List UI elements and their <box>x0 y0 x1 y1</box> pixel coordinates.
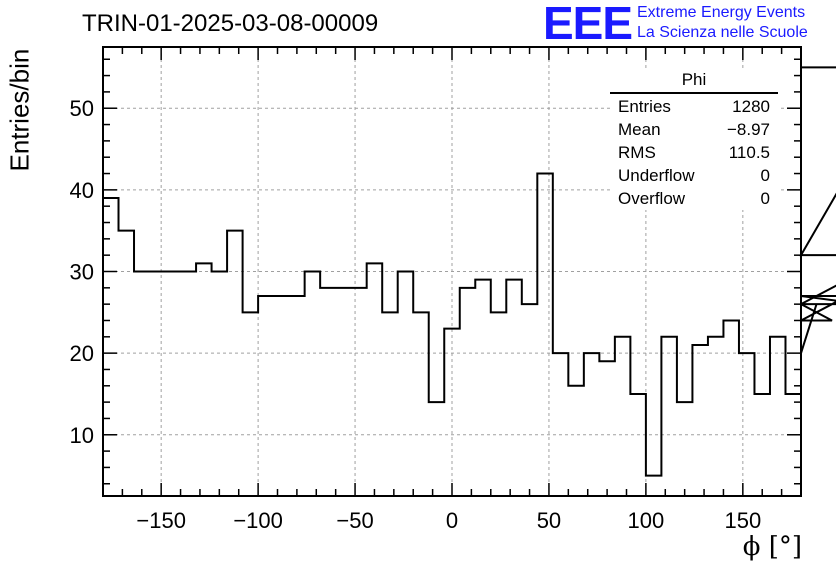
eee-logo: EEE <box>543 0 633 49</box>
stats-value: 110.5 <box>728 143 770 162</box>
stats-row-entries: Entries 1280 <box>610 95 778 118</box>
x-tick-label: 0 <box>446 508 458 533</box>
plot-frame <box>102 46 802 497</box>
histogram-title: TRIN-01-2025-03-08-00009 <box>82 10 379 37</box>
tick-labels: −150 −100 −50 0 50 100 150 10 20 30 40 50 <box>70 96 762 533</box>
x-tick-label: −50 <box>336 508 373 533</box>
stats-label: Underflow <box>618 166 695 185</box>
stats-label: Overflow <box>618 189 686 208</box>
y-tick-label: 10 <box>70 423 94 448</box>
logo-line-2: La Scienza nelle Scuole <box>637 24 808 41</box>
stats-box: Phi Entries 1280 Mean −8.97 RMS 110.5 Un… <box>610 70 778 210</box>
y-tick-label: 50 <box>70 96 94 121</box>
stats-row-rms: RMS 110.5 <box>610 141 778 164</box>
y-axis-label: Entries/bin <box>4 48 35 172</box>
x-tick-label: 150 <box>724 508 761 533</box>
stats-box-title: Phi <box>610 70 778 94</box>
x-tick-label: −150 <box>136 508 186 533</box>
logo-line-1: Extreme Energy Events <box>637 4 806 21</box>
x-tick-label: 50 <box>537 508 561 533</box>
stats-value: 0 <box>760 189 770 208</box>
histogram-series-phi <box>102 66 836 496</box>
y-tick-label: 40 <box>70 178 94 203</box>
y-tick-label: 20 <box>70 341 94 366</box>
x-tick-label: −100 <box>233 508 283 533</box>
stats-label: RMS <box>618 143 656 162</box>
stats-label: Mean <box>618 120 661 139</box>
x-tick-label: 100 <box>628 508 665 533</box>
stats-value: 1280 <box>732 97 770 116</box>
stats-value: −8.97 <box>726 120 770 139</box>
stats-row-overflow: Overflow 0 <box>610 187 778 210</box>
stats-label: Entries <box>618 97 671 116</box>
y-tick-label: 30 <box>70 260 94 285</box>
axis-ticks <box>103 47 801 496</box>
stats-row-underflow: Underflow 0 <box>610 164 778 187</box>
stats-row-mean: Mean −8.97 <box>610 118 778 141</box>
x-axis-label: ϕ [°] <box>742 532 802 562</box>
stats-value: 0 <box>760 166 770 185</box>
